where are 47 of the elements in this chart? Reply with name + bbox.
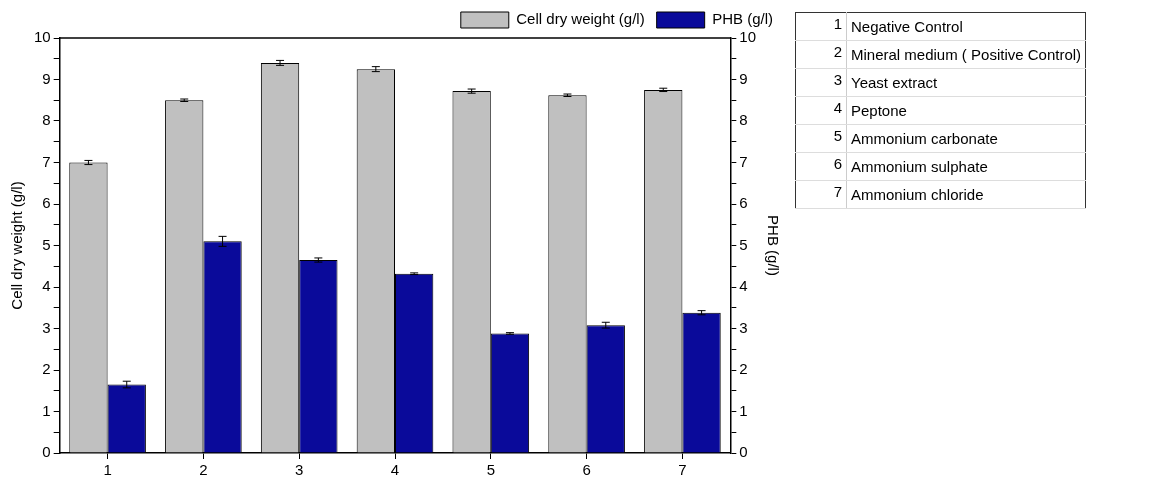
x-tick-label: 3 — [295, 461, 304, 479]
y2-tick-label: 1 — [739, 401, 748, 419]
y2-tick-label: 10 — [739, 28, 756, 46]
x-tick-label: 6 — [582, 461, 591, 479]
category-label: 3 — [833, 71, 842, 88]
y-tick-label: 0 — [42, 443, 51, 461]
y2-tick-label: 5 — [739, 235, 748, 253]
y-tick-label: 2 — [42, 360, 51, 378]
y2-tick-label: 3 — [739, 318, 748, 336]
legend-label: PHB (g/l) — [712, 10, 773, 28]
y-tick-label: 5 — [42, 235, 51, 253]
x-tick-label: 7 — [678, 461, 687, 479]
x-tick-label: 4 — [390, 461, 400, 479]
x-tick-label: 2 — [199, 461, 208, 479]
text: Ammonium chloride — [846, 180, 1086, 209]
y-tick-label: 7 — [42, 152, 51, 170]
y2-tick-label: 4 — [739, 277, 748, 295]
y2-tick-label: 7 — [739, 152, 748, 170]
category-label: 6 — [833, 155, 842, 172]
y2-tick-label: 2 — [739, 360, 748, 378]
category-label: 5 — [833, 127, 842, 144]
category-label: 2 — [833, 43, 842, 60]
y2-tick-label: 0 — [739, 443, 748, 461]
y-axis-title: Cell dry weight (g/l) — [8, 181, 26, 310]
category-label: 4 — [833, 99, 842, 116]
category-label: 1 — [833, 15, 842, 32]
text: Ammonium carbonate — [846, 124, 1086, 153]
y-tick-label: 6 — [42, 194, 51, 212]
x-tick-label: 5 — [486, 461, 495, 479]
text: Peptone — [846, 96, 1086, 125]
x-tick-label: 1 — [103, 461, 112, 479]
y2-tick-label: 9 — [739, 69, 748, 87]
category-label: 7 — [833, 183, 842, 200]
y2-axis-title: PHB (g/l) — [764, 215, 782, 276]
y2-tick-label: 6 — [739, 194, 748, 212]
y2-tick-label: 8 — [739, 111, 748, 129]
legend-label: Cell dry weight (g/l) — [516, 10, 645, 28]
y-tick-label: 3 — [42, 318, 51, 336]
text: Negative Control — [846, 12, 1086, 41]
y-tick-label: 4 — [42, 277, 51, 295]
y-tick-label: 9 — [42, 69, 51, 87]
y-tick-label: 10 — [34, 28, 51, 46]
text: Yeast extract — [846, 68, 1086, 97]
y-tick-label: 8 — [42, 111, 51, 129]
text: Ammonium sulphate — [846, 152, 1086, 181]
text: Mineral medium ( Positive Control) — [846, 40, 1086, 69]
y-tick-label: 1 — [42, 401, 51, 419]
